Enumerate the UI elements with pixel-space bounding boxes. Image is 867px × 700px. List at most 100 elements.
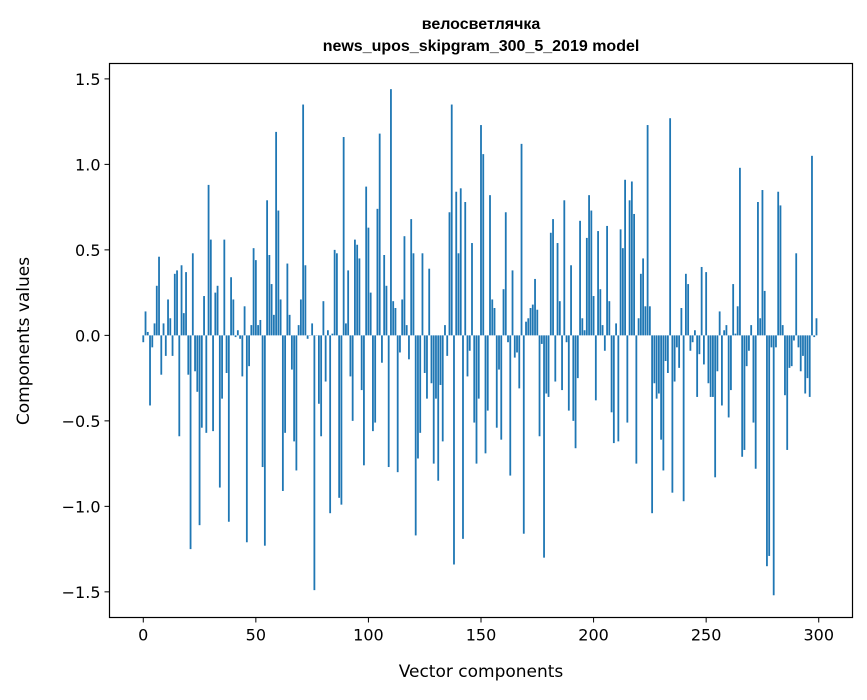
bar [676,335,678,347]
bar [694,330,696,335]
bar [336,253,338,335]
bar [525,322,527,336]
bar [777,192,779,336]
bar [512,270,514,335]
bar [644,306,646,335]
bar [500,335,502,439]
bar [331,334,333,336]
bar [539,335,541,436]
bar [300,299,302,335]
bar [617,335,619,441]
bar [780,205,782,335]
bar [172,335,174,356]
bar [532,305,534,336]
bar [264,335,266,545]
chart-title: велосветлячка [422,16,541,33]
bar [599,289,601,335]
bar [467,335,469,376]
bar [176,270,178,335]
bar [208,185,210,335]
bar [151,335,153,347]
bar [419,335,421,432]
bar [773,335,775,595]
bar [813,335,815,337]
bar [212,335,214,431]
bar [350,335,352,376]
y-tick-label: −1.5 [62,583,101,602]
bar [667,335,669,373]
bar [726,325,728,335]
bar [428,269,430,336]
bar [255,260,257,335]
bar [728,335,730,417]
bar [219,335,221,487]
bar [458,253,460,335]
bar [723,330,725,335]
bar [811,156,813,336]
bar [795,253,797,335]
bar [793,335,795,340]
bar [534,279,536,335]
bar [701,267,703,335]
bar [273,315,275,336]
bar [408,335,410,359]
bar [744,335,746,450]
bar [586,238,588,335]
bar [395,308,397,335]
bar [289,315,291,336]
bar [386,286,388,336]
bar [721,335,723,405]
bar [602,325,604,335]
bar [543,335,545,557]
bar [536,310,538,336]
bar [730,335,732,390]
x-tick-label: 50 [246,626,266,645]
bar [640,274,642,336]
bar [210,240,212,336]
bar [320,335,322,436]
y-tick-label: 0.5 [75,241,100,260]
bar [771,335,773,347]
bar [228,335,230,521]
bar [559,301,561,335]
bar [631,181,633,335]
bar [656,335,658,398]
bar [426,335,428,398]
bar [174,274,176,336]
bar [444,325,446,335]
bar [298,325,300,335]
bar [359,258,361,335]
bar [671,335,673,492]
bar [327,330,329,335]
bar [341,335,343,504]
bar [509,335,511,475]
bar [160,335,162,374]
bar [469,335,471,350]
bar [784,335,786,395]
bar [800,335,802,371]
bar [295,335,297,470]
bar [527,318,529,335]
bar [741,335,743,456]
bar [516,335,518,352]
bar [237,330,239,335]
bar [764,291,766,335]
bar [482,154,484,335]
chart-subtitle: news_upos_skipgram_300_5_2019 model [323,38,640,55]
bar [750,325,752,335]
bar [478,335,480,398]
bar [570,265,572,335]
bar [226,335,228,373]
bar [577,335,579,378]
bar [687,284,689,335]
bar [635,335,637,463]
bar [154,323,156,335]
bar [696,335,698,397]
bar [156,286,158,336]
bar [692,335,694,342]
bar [638,318,640,335]
bar [390,89,392,335]
x-tick-label: 0 [138,626,148,645]
bar [816,318,818,335]
